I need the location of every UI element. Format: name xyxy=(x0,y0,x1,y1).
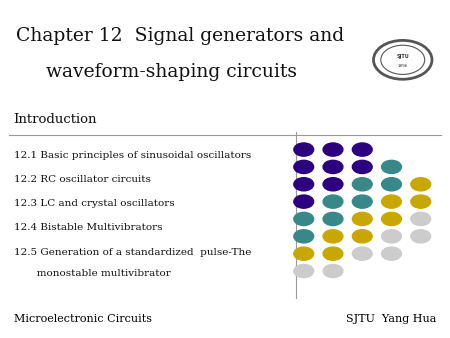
Text: SJTU: SJTU xyxy=(396,54,409,59)
Circle shape xyxy=(323,247,343,260)
Circle shape xyxy=(411,212,431,225)
Text: 1896: 1896 xyxy=(397,64,408,68)
Circle shape xyxy=(294,143,314,156)
Circle shape xyxy=(323,178,343,191)
Circle shape xyxy=(352,143,372,156)
Circle shape xyxy=(382,178,401,191)
Circle shape xyxy=(294,230,314,243)
Circle shape xyxy=(294,160,314,173)
Circle shape xyxy=(294,264,314,277)
Circle shape xyxy=(323,264,343,277)
Circle shape xyxy=(294,195,314,208)
Text: Introduction: Introduction xyxy=(14,113,97,126)
Text: 12.2 RC oscillator circuits: 12.2 RC oscillator circuits xyxy=(14,175,150,184)
Text: 12.4 Bistable Multivibrators: 12.4 Bistable Multivibrators xyxy=(14,223,162,232)
Text: waveform-shaping circuits: waveform-shaping circuits xyxy=(45,63,297,81)
Text: 12.3 LC and crystal oscillators: 12.3 LC and crystal oscillators xyxy=(14,199,174,208)
Text: 12.5 Generation of a standardized  pulse-The: 12.5 Generation of a standardized pulse-… xyxy=(14,248,251,257)
Circle shape xyxy=(411,178,431,191)
Circle shape xyxy=(294,247,314,260)
Circle shape xyxy=(411,195,431,208)
Circle shape xyxy=(382,247,401,260)
Text: 12.1 Basic principles of sinusoidal oscillators: 12.1 Basic principles of sinusoidal osci… xyxy=(14,151,251,160)
Circle shape xyxy=(352,247,372,260)
Circle shape xyxy=(323,160,343,173)
Text: Chapter 12  Signal generators and: Chapter 12 Signal generators and xyxy=(16,27,344,45)
Circle shape xyxy=(352,160,372,173)
Circle shape xyxy=(323,143,343,156)
Circle shape xyxy=(382,195,401,208)
Circle shape xyxy=(382,212,401,225)
Circle shape xyxy=(294,178,314,191)
Text: Microelectronic Circuits: Microelectronic Circuits xyxy=(14,314,152,323)
Circle shape xyxy=(352,195,372,208)
Text: monostable multivibrator: monostable multivibrator xyxy=(14,269,170,278)
Circle shape xyxy=(294,212,314,225)
Circle shape xyxy=(352,178,372,191)
Circle shape xyxy=(382,160,401,173)
Circle shape xyxy=(323,230,343,243)
Text: SJTU  Yang Hua: SJTU Yang Hua xyxy=(346,314,436,323)
Circle shape xyxy=(411,230,431,243)
Circle shape xyxy=(323,195,343,208)
Circle shape xyxy=(352,230,372,243)
Circle shape xyxy=(352,212,372,225)
Circle shape xyxy=(323,212,343,225)
Circle shape xyxy=(382,230,401,243)
